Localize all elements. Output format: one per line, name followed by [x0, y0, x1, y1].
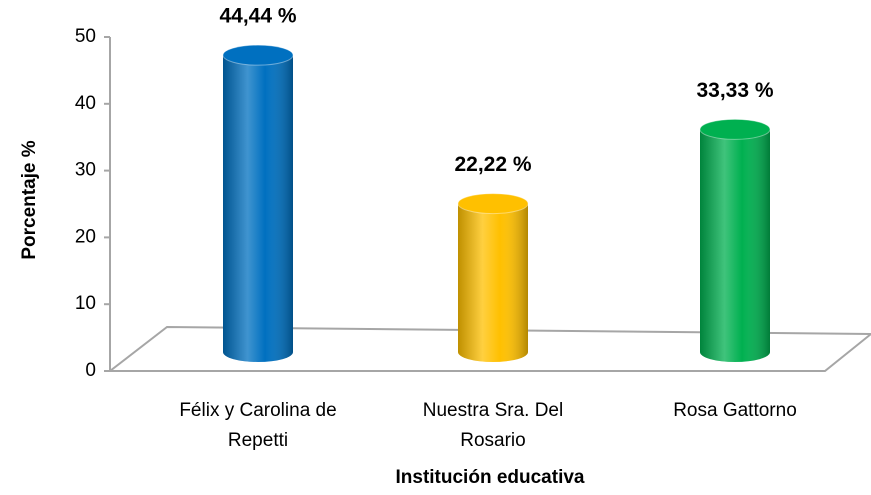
bar-top	[222, 44, 294, 66]
y-tick-label: 40	[75, 93, 96, 114]
y-tick-label: 50	[75, 26, 96, 47]
y-tick-label: 20	[75, 226, 96, 247]
bar-shade	[223, 55, 293, 352]
data-label: 33,33 %	[696, 79, 773, 102]
bar-top	[699, 118, 771, 140]
y-tick-label: 0	[85, 360, 96, 381]
y-axis-title: Porcentaje %	[19, 140, 40, 259]
bar-shade	[458, 203, 528, 352]
y-tick-label: 30	[75, 160, 96, 181]
x-axis-title: Institución educativa	[396, 467, 585, 488]
data-label: 22,22 %	[454, 153, 531, 176]
data-label: 44,44 %	[219, 5, 296, 28]
x-tick-label: Félix y Carolina de Repetti	[179, 400, 337, 451]
x-tick-label: Nuestra Sra. Del Rosario	[422, 400, 564, 451]
floor	[107, 325, 871, 372]
x-tick-label: Rosa Gattorno	[673, 400, 797, 421]
bar-top	[457, 193, 529, 215]
y-tick-label: 10	[75, 293, 96, 314]
bar-shade	[700, 129, 770, 352]
